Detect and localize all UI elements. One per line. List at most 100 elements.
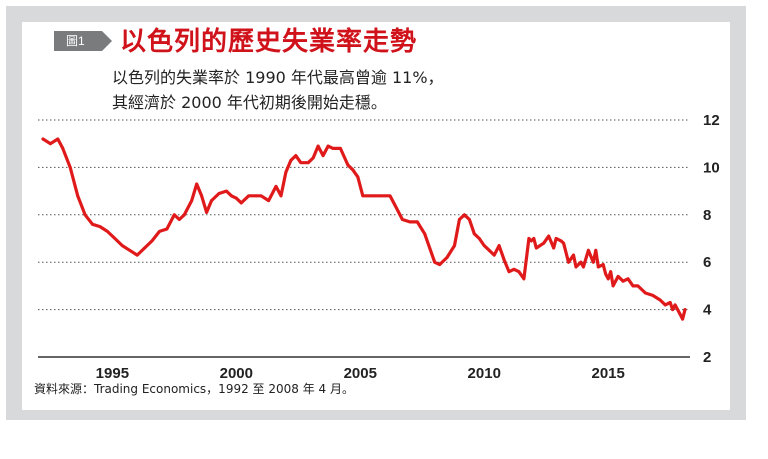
data-source-note: 資料來源：Trading Economics，1992 至 2008 年 4 月… [34, 382, 354, 396]
data-point [76, 194, 80, 198]
data-point [351, 168, 355, 172]
data-point [356, 175, 360, 179]
data-point [636, 284, 640, 288]
chart-panel [22, 22, 730, 410]
data-point [497, 244, 501, 248]
y-tick-label: 8 [703, 207, 711, 224]
data-point [562, 241, 565, 245]
data-point [91, 222, 94, 226]
data-point [586, 248, 590, 252]
data-point [306, 161, 310, 165]
data-point [41, 137, 45, 141]
data-point [316, 144, 320, 148]
y-tick-label: 2 [703, 349, 711, 366]
data-point [210, 199, 213, 202]
data-point [200, 194, 204, 198]
data-point [182, 213, 186, 217]
data-point [532, 237, 536, 240]
figure-badge [54, 31, 112, 51]
data-point [234, 196, 238, 200]
series-layer [41, 137, 687, 321]
x-tick-label: 2005 [344, 365, 377, 382]
data-point [663, 303, 667, 307]
x-tick-label: 2000 [220, 365, 253, 382]
data-point [606, 277, 610, 281]
x-axis-ticks: 1995 2000 2005 2010 2015 [96, 365, 625, 382]
data-point [247, 194, 251, 198]
data-point [527, 237, 531, 240]
data-point [453, 244, 456, 248]
data-point [522, 277, 526, 281]
data-point [195, 182, 199, 186]
data-point [388, 194, 392, 198]
y-tick-label: 10 [703, 159, 720, 176]
data-point [428, 246, 432, 250]
data-point [552, 246, 556, 250]
data-point [254, 194, 258, 198]
data-point [259, 194, 263, 198]
data-point [651, 293, 655, 297]
data-point [683, 308, 687, 311]
data-point [299, 161, 303, 165]
data-point [433, 260, 437, 264]
y-axis-ticks: 12 10 8 6 4 2 [703, 112, 720, 366]
data-point [643, 291, 647, 295]
data-point [472, 232, 476, 236]
data-point [165, 227, 169, 231]
data-point [512, 267, 516, 271]
data-point [673, 303, 677, 307]
y-tick-label: 4 [703, 302, 712, 319]
data-point [554, 237, 558, 240]
figure-badge-label: 圖1 [66, 34, 85, 48]
data-point [321, 154, 325, 157]
data-point [120, 244, 124, 248]
data-point [177, 218, 181, 221]
data-point [601, 263, 605, 266]
data-point [331, 147, 335, 150]
data-point [294, 154, 298, 157]
data-point [225, 189, 228, 193]
data-point [579, 260, 583, 264]
data-point [458, 218, 461, 221]
data-point [567, 260, 570, 264]
data-point [106, 229, 109, 233]
data-point [135, 253, 139, 257]
data-point [477, 237, 481, 240]
data-point [274, 184, 278, 188]
gridlines [38, 119, 690, 311]
data-point [445, 256, 449, 259]
chart-subtitle-line-1: 以色列的失業率於 1990 年代最高曾逾 11%， [112, 68, 444, 87]
data-point [621, 279, 625, 283]
data-point [626, 277, 630, 281]
data-point [113, 237, 117, 240]
data-point [326, 144, 330, 148]
data-point [596, 265, 600, 269]
data-point [339, 147, 342, 150]
data-point [48, 142, 52, 146]
data-point [383, 194, 387, 198]
data-point [284, 170, 288, 174]
y-tick-label: 12 [703, 112, 720, 129]
data-point [378, 194, 382, 198]
data-point [150, 239, 154, 243]
data-point [559, 239, 563, 243]
data-point [408, 220, 412, 224]
data-point [529, 239, 533, 243]
data-point [591, 260, 595, 264]
data-point [143, 246, 147, 250]
data-point [517, 270, 521, 274]
data-point [371, 194, 375, 198]
data-point [609, 270, 613, 274]
data-point [572, 253, 575, 257]
data-point [128, 248, 132, 252]
data-point [361, 194, 365, 198]
data-point [534, 246, 538, 250]
data-point [581, 265, 585, 269]
data-point [267, 199, 270, 202]
data-point [438, 263, 442, 266]
data-point [68, 166, 72, 169]
data-point [507, 270, 511, 274]
data-point [542, 241, 546, 245]
data-point [61, 147, 65, 150]
